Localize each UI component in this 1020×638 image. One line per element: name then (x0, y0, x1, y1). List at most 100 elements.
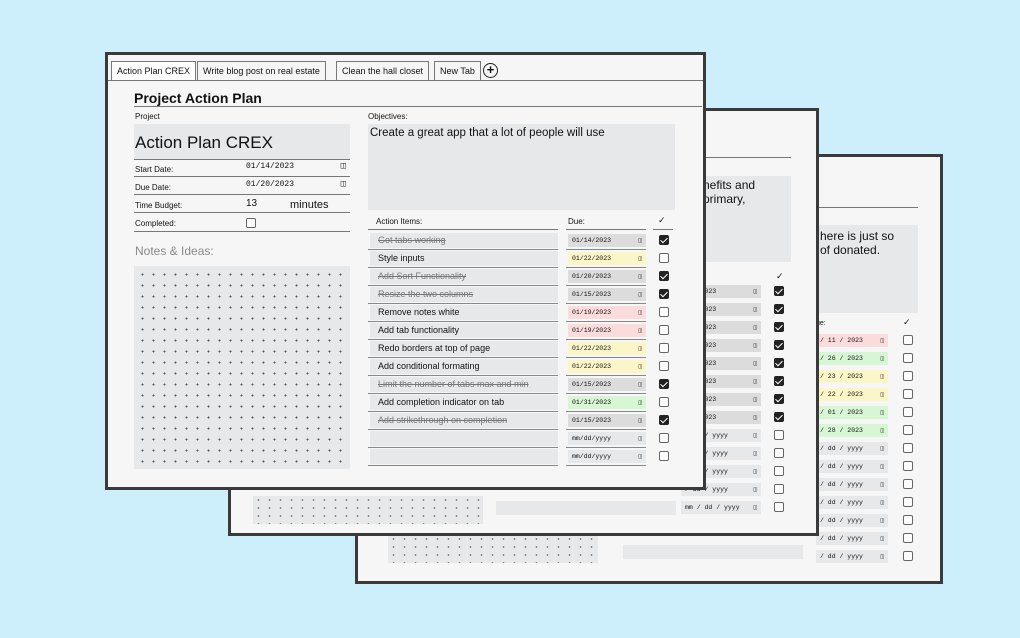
due-date-input[interactable]: / 01 / 2023 ◫ (816, 406, 888, 419)
due-date-input[interactable]: 01/20/2023 ◫ (568, 270, 646, 283)
item-complete-checkbox[interactable] (774, 322, 784, 332)
notes-textarea[interactable] (134, 266, 350, 469)
due-date-input[interactable]: 01/19/2023 ◫ (568, 306, 646, 319)
calendar-icon[interactable]: ◫ (638, 435, 642, 442)
item-complete-checkbox[interactable] (774, 340, 784, 350)
calendar-icon[interactable]: ◫ (753, 378, 757, 385)
action-item-input[interactable]: Style inputs (370, 251, 558, 266)
item-complete-checkbox[interactable] (659, 415, 669, 425)
calendar-icon[interactable]: ◫ (880, 535, 884, 542)
calendar-icon[interactable]: ◫ (880, 517, 884, 524)
item-complete-checkbox[interactable] (903, 443, 913, 453)
calendar-icon[interactable]: ◫ (880, 499, 884, 506)
item-complete-checkbox[interactable] (903, 497, 913, 507)
item-complete-checkbox[interactable] (774, 286, 784, 296)
item-complete-checkbox[interactable] (903, 461, 913, 471)
item-field-partial[interactable] (496, 501, 676, 515)
item-complete-checkbox[interactable] (903, 371, 913, 381)
item-complete-checkbox[interactable] (659, 433, 669, 443)
calendar-icon[interactable]: ◫ (753, 360, 757, 367)
item-complete-checkbox[interactable] (774, 484, 784, 494)
due-date-input[interactable]: 01/19/2023 ◫ (568, 324, 646, 337)
item-complete-checkbox[interactable] (903, 389, 913, 399)
project-name-input[interactable]: Action Plan CREX (134, 124, 350, 159)
item-complete-checkbox[interactable] (903, 425, 913, 435)
calendar-icon[interactable]: ◫ (638, 345, 642, 352)
item-complete-checkbox[interactable] (774, 304, 784, 314)
tab-new-tab[interactable]: New Tab (434, 61, 481, 80)
due-date-input[interactable]: / 11 / 2023 ◫ (816, 334, 888, 347)
calendar-icon[interactable]: ◫ (753, 306, 757, 313)
notes-area-partial[interactable] (253, 496, 483, 524)
due-date-input[interactable]: 01/15/2023 ◫ (568, 288, 646, 301)
due-date-input[interactable]: / 22 / 2023 ◫ (816, 388, 888, 401)
action-item-input[interactable]: Limit the number of tabs max and min (370, 377, 558, 392)
item-complete-checkbox[interactable] (774, 394, 784, 404)
calendar-icon[interactable]: ◫ (753, 414, 757, 421)
start-date-input[interactable]: 01/14/2023 ◫ (242, 160, 350, 173)
completed-checkbox[interactable] (246, 218, 256, 228)
item-complete-checkbox[interactable] (659, 253, 669, 263)
calendar-icon[interactable]: ◫ (880, 445, 884, 452)
notes-area-partial[interactable] (388, 535, 598, 563)
calendar-icon[interactable]: ◫ (880, 481, 884, 488)
calendar-icon[interactable]: ◫ (753, 324, 757, 331)
calendar-icon[interactable]: ◫ (753, 486, 757, 493)
item-complete-checkbox[interactable] (659, 271, 669, 281)
calendar-icon[interactable]: ◫ (340, 179, 346, 189)
due-date-input[interactable]: / dd / yyyy ◫ (816, 442, 888, 455)
calendar-icon[interactable]: ◫ (753, 342, 757, 349)
item-complete-checkbox[interactable] (774, 430, 784, 440)
due-date-input[interactable]: 01/15/2023 ◫ (568, 378, 646, 391)
calendar-icon[interactable]: ◫ (880, 409, 884, 416)
calendar-icon[interactable]: ◫ (753, 468, 757, 475)
due-date-input[interactable]: 01/22/2023 ◫ (568, 342, 646, 355)
action-item-input[interactable]: Add completion indicator on tab (370, 395, 558, 410)
calendar-icon[interactable]: ◫ (880, 391, 884, 398)
item-complete-checkbox[interactable] (659, 325, 669, 335)
action-item-input[interactable]: Add strikethrough on completion (370, 413, 558, 428)
due-date-input[interactable]: / dd / yyyy ◫ (816, 514, 888, 527)
tab-write-blog-post[interactable]: Write blog post on real estate (197, 61, 326, 80)
item-complete-checkbox[interactable] (659, 235, 669, 245)
tab-clean-hall-closet[interactable]: Clean the hall closet (336, 61, 430, 80)
calendar-icon[interactable]: ◫ (638, 417, 642, 424)
calendar-icon[interactable]: ◫ (753, 504, 757, 511)
due-date-input[interactable]: / 26 / 2023 ◫ (816, 352, 888, 365)
action-item-input[interactable] (370, 431, 558, 446)
calendar-icon[interactable]: ◫ (638, 381, 642, 388)
item-complete-checkbox[interactable] (774, 412, 784, 422)
objectives-field-partial[interactable]: here is just so of donated. (818, 225, 918, 313)
item-complete-checkbox[interactable] (774, 502, 784, 512)
due-date-input[interactable]: 01/14/2023 ◫ (568, 234, 646, 247)
due-date-input[interactable]: / dd / yyyy ◫ (816, 478, 888, 491)
calendar-icon[interactable]: ◫ (340, 161, 346, 171)
calendar-icon[interactable]: ◫ (880, 373, 884, 380)
calendar-icon[interactable]: ◫ (753, 450, 757, 457)
item-complete-checkbox[interactable] (774, 448, 784, 458)
calendar-icon[interactable]: ◫ (638, 453, 642, 460)
calendar-icon[interactable]: ◫ (880, 337, 884, 344)
calendar-icon[interactable]: ◫ (753, 288, 757, 295)
calendar-icon[interactable]: ◫ (753, 396, 757, 403)
item-complete-checkbox[interactable] (659, 343, 669, 353)
action-item-input[interactable]: Resize the two columns (370, 287, 558, 302)
action-item-input[interactable]: Redo borders at top of page (370, 341, 558, 356)
calendar-icon[interactable]: ◫ (638, 363, 642, 370)
tab-action-plan-crex[interactable]: Action Plan CREX (111, 61, 197, 80)
item-complete-checkbox[interactable] (774, 376, 784, 386)
time-budget-input[interactable]: 13 (246, 198, 258, 209)
due-date-input[interactable]: / dd / yyyy ◫ (816, 496, 888, 509)
item-complete-checkbox[interactable] (774, 358, 784, 368)
calendar-icon[interactable]: ◫ (638, 309, 642, 316)
calendar-icon[interactable]: ◫ (638, 255, 642, 262)
due-date-input[interactable]: 01/15/2023 ◫ (568, 414, 646, 427)
item-field-partial[interactable] (623, 545, 803, 559)
item-complete-checkbox[interactable] (774, 466, 784, 476)
due-date-input[interactable]: mm/dd/yyyy ◫ (568, 432, 646, 445)
calendar-icon[interactable]: ◫ (753, 432, 757, 439)
action-item-input[interactable]: Add conditional formating (370, 359, 558, 374)
calendar-icon[interactable]: ◫ (880, 463, 884, 470)
calendar-icon[interactable]: ◫ (638, 399, 642, 406)
item-complete-checkbox[interactable] (659, 379, 669, 389)
